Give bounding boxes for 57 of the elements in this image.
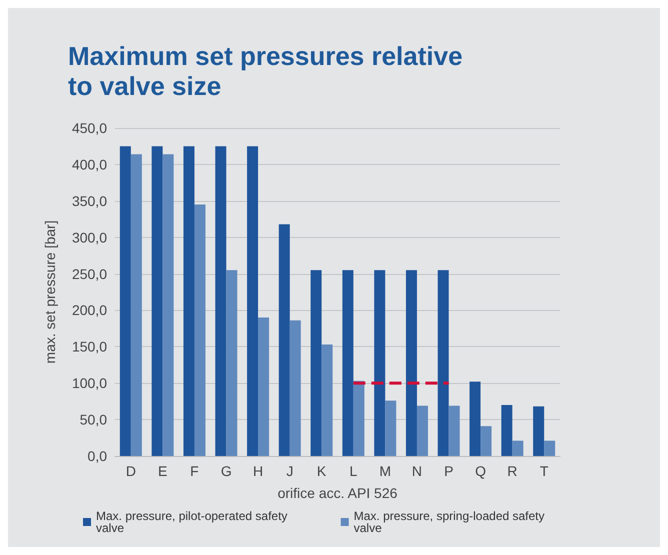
chart-title: Maximum set pressures relative to valve size: [68, 41, 463, 101]
y-tick-label: 50,0: [80, 412, 108, 428]
x-tick-label: P: [444, 463, 454, 479]
y-tick-label: 0,0: [88, 448, 108, 464]
y-tick-label: 250,0: [72, 266, 108, 282]
bar: [533, 406, 544, 456]
y-tick-label: 300,0: [72, 229, 108, 246]
bar: [310, 270, 322, 456]
x-tick-label: F: [190, 463, 199, 479]
y-tick-label: 450,0: [72, 120, 108, 136]
bar: [183, 146, 194, 456]
x-tick-label: E: [158, 463, 168, 479]
bar: [374, 270, 386, 456]
bar: [290, 320, 301, 456]
bar: [258, 318, 270, 456]
x-axis-title: orifice acc. API 526: [278, 485, 398, 501]
bar: [470, 382, 481, 456]
y-tick-label: 200,0: [72, 302, 108, 318]
bar: [512, 440, 524, 456]
legend-label: Max. pressure, pilot-operated safety valve: [96, 509, 291, 535]
x-tick-label: Q: [475, 463, 486, 479]
bar: [544, 440, 556, 456]
bar: [215, 146, 226, 456]
x-tick-label: G: [220, 463, 232, 479]
bar: [152, 146, 163, 456]
bar: [278, 224, 290, 456]
legend-label: Max. pressure, spring-loaded safety valve: [354, 509, 548, 535]
bar: [226, 270, 238, 456]
bar: [501, 404, 512, 456]
x-tick-label: R: [507, 463, 518, 479]
x-tick-label: M: [379, 463, 392, 479]
x-tick-label: T: [540, 463, 549, 479]
y-tick-label: 150,0: [72, 338, 108, 355]
x-tick-label: K: [316, 463, 327, 479]
bar: [416, 406, 428, 456]
bar: [353, 380, 364, 456]
bar: [438, 270, 449, 456]
x-tick-label: H: [252, 463, 264, 479]
x-tick-label: J: [286, 463, 294, 479]
bar: [130, 154, 142, 456]
bar: [120, 146, 131, 456]
x-tick-label: D: [126, 463, 136, 479]
x-tick-label: N: [412, 463, 422, 479]
x-tick-label: L: [349, 463, 358, 479]
bar: [385, 400, 396, 456]
y-tick-label: 350,0: [72, 192, 108, 209]
bar: [480, 426, 492, 456]
y-axis-title: max. set pressure [bar]: [42, 220, 58, 364]
y-tick-label: 100,0: [72, 375, 108, 392]
bar: [194, 204, 206, 456]
bar: [322, 344, 333, 456]
bar: [247, 146, 258, 456]
bar: [342, 270, 354, 456]
bar: [162, 154, 174, 456]
bar: [448, 406, 460, 456]
bar: [406, 270, 417, 456]
y-tick-label: 400,0: [72, 156, 108, 172]
